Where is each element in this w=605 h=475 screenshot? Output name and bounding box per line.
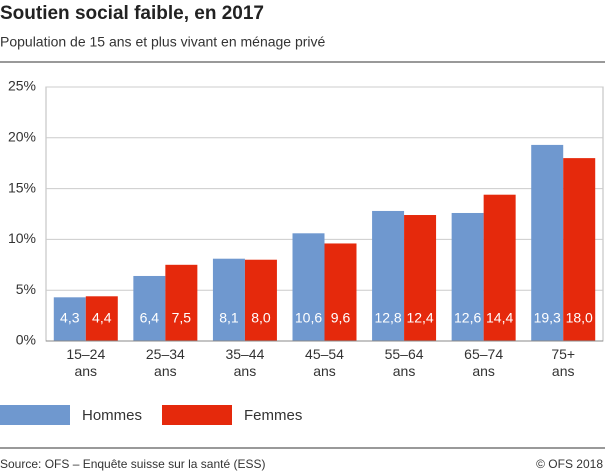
- chart-title: Soutien social faible, en 2017: [0, 3, 264, 24]
- y-tick-label: 25%: [8, 78, 36, 94]
- value-label: 12,8: [374, 310, 401, 326]
- bar: [531, 144, 564, 341]
- value-label: 8,0: [251, 310, 271, 326]
- bar: [324, 243, 357, 341]
- value-label: 9,6: [331, 310, 351, 326]
- value-label: 14,4: [486, 310, 513, 326]
- value-label: 6,4: [140, 310, 160, 326]
- value-label: 12,6: [454, 310, 481, 326]
- x-tick-label: 45–54 ans: [305, 346, 344, 379]
- value-label: 19,3: [534, 310, 561, 326]
- bar: [292, 233, 325, 341]
- y-tick-label: 10%: [8, 230, 36, 246]
- y-tick-label: 20%: [8, 129, 36, 145]
- x-tick-label: 55–64 ans: [384, 346, 424, 379]
- bar: [133, 275, 166, 341]
- value-label: 8,1: [219, 310, 239, 326]
- value-label: 10,6: [295, 310, 322, 326]
- y-tick-label: 15%: [8, 179, 36, 195]
- copyright: © OFS 2018: [536, 457, 603, 471]
- bar: [85, 296, 118, 341]
- bar: [165, 264, 198, 341]
- value-label: 7,5: [172, 310, 192, 326]
- chart-subtitle: Population de 15 ans et plus vivant en m…: [0, 34, 326, 50]
- value-label: 18,0: [566, 310, 593, 326]
- y-tick-label: 0%: [16, 332, 36, 348]
- bar: [372, 210, 405, 341]
- x-tick-label: 35–44 ans: [225, 346, 265, 379]
- bar: [563, 158, 596, 341]
- bar: [212, 258, 245, 341]
- legend-label: Hommes: [82, 407, 142, 424]
- x-tick-label: 25–34 ans: [145, 346, 185, 379]
- x-tick-label: 75+ ans: [551, 346, 576, 379]
- bar: [483, 194, 516, 341]
- bar: [404, 215, 437, 341]
- value-label: 4,4: [92, 310, 112, 326]
- bar: [244, 259, 277, 341]
- value-label: 4,3: [60, 310, 80, 326]
- legend-label: Femmes: [244, 407, 302, 424]
- bar: [451, 212, 484, 341]
- y-tick-label: 5%: [16, 281, 36, 297]
- legend-swatch: [0, 405, 70, 425]
- source: Source: OFS – Enquête suisse sur la sant…: [0, 457, 265, 471]
- x-tick-label: 15–24 ans: [66, 346, 106, 379]
- bar: [53, 297, 86, 341]
- value-label: 12,4: [406, 310, 433, 326]
- legend-swatch: [162, 405, 232, 425]
- x-tick-label: 65–74 ans: [464, 346, 504, 379]
